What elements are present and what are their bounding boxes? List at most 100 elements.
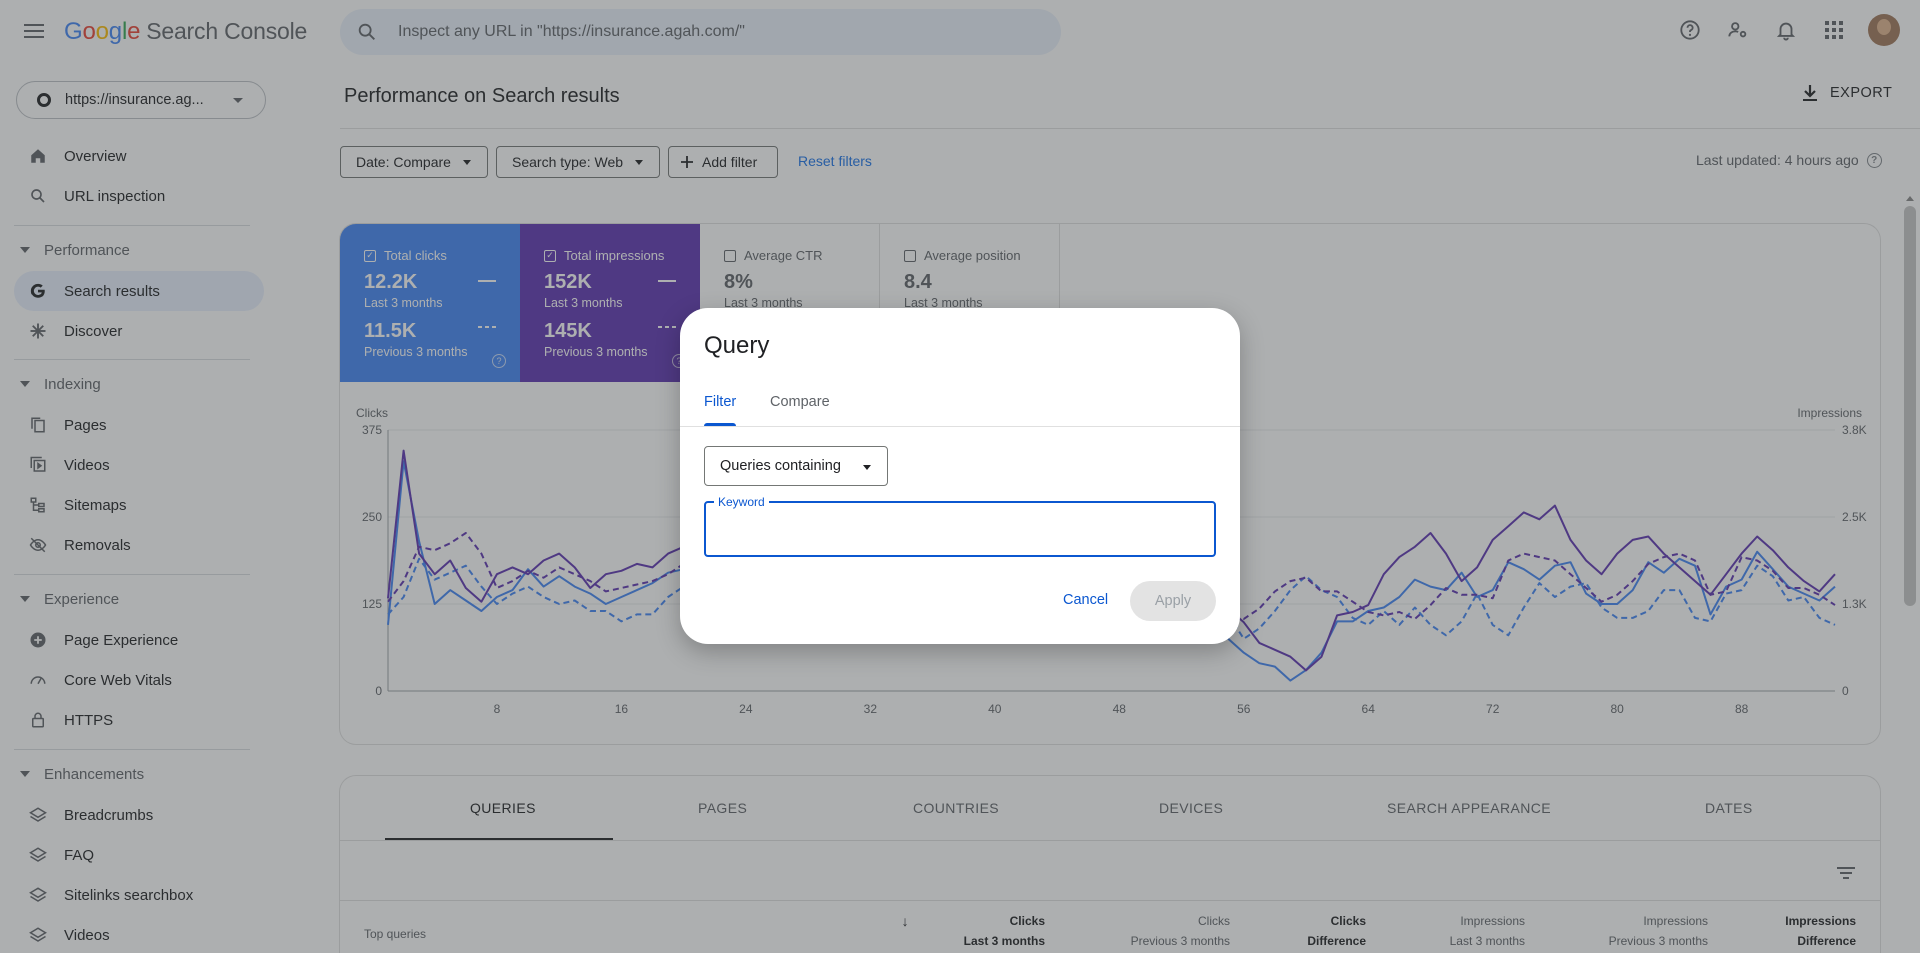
right-axis-label: Impressions: [1797, 406, 1862, 420]
sidebar-item-url-inspection[interactable]: URL inspection: [14, 176, 264, 216]
sitemap-icon: [28, 495, 48, 515]
search-icon: [28, 186, 48, 206]
dialog-tab-compare[interactable]: Compare: [770, 394, 830, 410]
url-inspect-search[interactable]: Inspect any URL in "https://insurance.ag…: [340, 9, 1061, 55]
logo[interactable]: Google Search Console: [64, 18, 308, 45]
metric-card-total-impressions[interactable]: ✓ Total impressions 152K Last 3 months 14…: [520, 224, 700, 382]
y2-tick-label: 2.5K: [1842, 510, 1867, 524]
filter-rows-icon[interactable]: [1836, 864, 1856, 882]
help-icon[interactable]: ?: [1866, 152, 1882, 168]
tab-countries[interactable]: COUNTRIES: [913, 800, 1000, 816]
tab-devices[interactable]: DEVICES: [1159, 800, 1224, 816]
search-icon: [358, 23, 375, 40]
x-tick-label: 32: [864, 702, 878, 716]
chevron-down-icon: [20, 596, 30, 602]
dialog-title: Query: [704, 332, 770, 359]
query-filter-dialog: Query Filter Compare Queries containing …: [680, 308, 1240, 644]
layers-icon: [28, 925, 48, 945]
sidebar-item-sitelinks-searchbox[interactable]: Sitelinks searchbox: [14, 875, 264, 915]
search-input[interactable]: Inspect any URL in "https://insurance.ag…: [398, 23, 745, 40]
checkbox-unchecked-icon[interactable]: [904, 249, 916, 262]
help-icon[interactable]: ?: [492, 354, 506, 368]
section-performance[interactable]: Performance: [20, 238, 130, 262]
y2-tick-label: 3.8K: [1842, 423, 1867, 437]
y2-tick-label: 1.3K: [1842, 597, 1867, 611]
x-tick-label: 56: [1237, 702, 1251, 716]
column-header-clicks-current[interactable]: ↓ Clicks Last 3 months: [901, 913, 1045, 948]
query-match-type-select[interactable]: Queries containing: [704, 446, 888, 486]
sidebar: https://insurance.ag... Overview URL ins…: [0, 64, 266, 953]
y-tick-label: 375: [362, 423, 382, 437]
scroll-up-arrow-icon[interactable]: [1906, 196, 1914, 201]
active-tab-indicator: [704, 423, 736, 426]
page-title: Performance on Search results: [344, 85, 620, 107]
tab-dates[interactable]: DATES: [1705, 800, 1753, 816]
cancel-button[interactable]: Cancel: [1063, 592, 1109, 608]
section-experience[interactable]: Experience: [20, 587, 119, 611]
date-filter-label: Date: Compare: [356, 154, 451, 170]
notifications-icon[interactable]: [1772, 16, 1800, 44]
keyword-field[interactable]: [704, 501, 1216, 557]
chevron-down-icon: [863, 465, 871, 470]
keyword-input[interactable]: [706, 503, 1214, 555]
sidebar-item-breadcrumbs[interactable]: Breadcrumbs: [14, 795, 264, 835]
manage-users-icon[interactable]: [1724, 16, 1752, 44]
search-type-chip[interactable]: Search type: Web: [496, 146, 660, 178]
sidebar-item-sitemaps[interactable]: Sitemaps: [14, 485, 264, 525]
speedometer-icon: [28, 670, 48, 690]
solid-line-legend-icon: [658, 280, 676, 282]
solid-line-legend-icon: [478, 280, 496, 282]
checkbox-checked-icon[interactable]: ✓: [364, 249, 376, 262]
reset-filters-link[interactable]: Reset filters: [798, 153, 872, 169]
plus-circle-icon: [28, 630, 48, 650]
property-selector[interactable]: https://insurance.ag...: [16, 81, 266, 119]
sidebar-item-enh-videos[interactable]: Videos: [14, 915, 264, 953]
clicks-current-value: 12.2K: [364, 271, 418, 293]
last-updated: Last updated: 4 hours ago ?: [1696, 152, 1882, 168]
main-menu-icon[interactable]: [22, 20, 46, 44]
checkbox-unchecked-icon[interactable]: [724, 249, 736, 262]
apps-grid-icon[interactable]: [1820, 16, 1848, 44]
column-header-impressions-current[interactable]: Impressions Last 3 months: [1449, 914, 1525, 948]
layers-icon: [28, 845, 48, 865]
tab-search-appearance[interactable]: SEARCH APPEARANCE: [1387, 800, 1551, 816]
x-tick-label: 88: [1735, 702, 1749, 716]
column-header-impressions-previous[interactable]: Impressions Previous 3 months: [1608, 914, 1708, 948]
sidebar-item-pages[interactable]: Pages: [14, 405, 264, 445]
section-enhancements[interactable]: Enhancements: [20, 762, 144, 786]
add-filter-button[interactable]: Add filter: [668, 146, 778, 178]
google-g-icon: [28, 281, 48, 301]
section-indexing[interactable]: Indexing: [20, 372, 101, 396]
tab-pages[interactable]: PAGES: [698, 800, 748, 816]
series-line-impressions_current: [1196, 504, 1836, 672]
checkbox-checked-icon[interactable]: ✓: [544, 249, 556, 262]
help-icon[interactable]: [1676, 16, 1704, 44]
sidebar-item-https[interactable]: HTTPS: [14, 700, 264, 740]
sidebar-item-overview[interactable]: Overview: [14, 136, 264, 176]
tab-queries[interactable]: QUERIES: [470, 800, 536, 816]
sidebar-item-page-experience[interactable]: Page Experience: [14, 620, 264, 660]
avatar[interactable]: [1868, 14, 1900, 46]
sidebar-item-removals[interactable]: Removals: [14, 525, 264, 565]
sidebar-item-faq[interactable]: FAQ: [14, 835, 264, 875]
pages-icon: [28, 415, 48, 435]
metric-card-total-clicks[interactable]: ✓ Total clicks 12.2K Last 3 months 11.5K …: [340, 224, 520, 382]
video-icon: [28, 455, 48, 475]
page-scrollbar[interactable]: [1904, 206, 1916, 606]
column-header-clicks-difference[interactable]: Clicks Difference: [1307, 914, 1366, 948]
lock-icon: [28, 710, 48, 730]
x-tick-label: 16: [615, 702, 629, 716]
sidebar-item-videos[interactable]: Videos: [14, 445, 264, 485]
date-filter-chip[interactable]: Date: Compare: [340, 146, 488, 178]
sidebar-item-search-results[interactable]: Search results: [14, 271, 264, 311]
column-header-clicks-previous[interactable]: Clicks Previous 3 months: [1130, 914, 1230, 948]
x-tick-label: 24: [739, 702, 753, 716]
sidebar-item-discover[interactable]: Discover: [14, 311, 264, 351]
dialog-tab-filter[interactable]: Filter: [704, 394, 737, 410]
top-bar: Google Search Console Inspect any URL in …: [0, 0, 1920, 64]
column-header-impressions-difference[interactable]: Impressions Difference: [1785, 914, 1856, 948]
export-button[interactable]: EXPORT: [1802, 84, 1892, 102]
apply-button[interactable]: Apply: [1130, 581, 1216, 621]
series-line-impressions_current: [387, 449, 685, 603]
sidebar-item-core-web-vitals[interactable]: Core Web Vitals: [14, 660, 264, 700]
